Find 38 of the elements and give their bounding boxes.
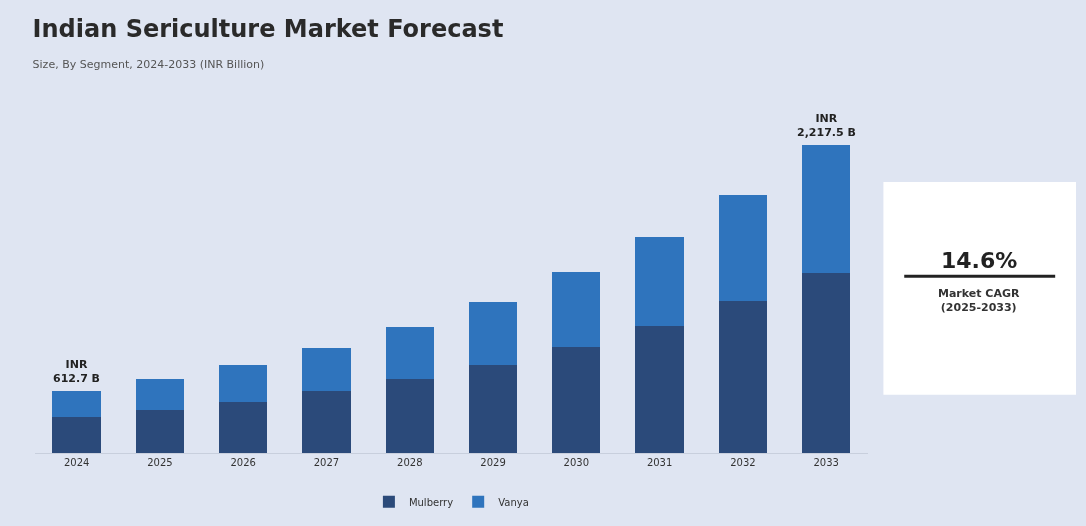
x-tick-label: 2030 bbox=[563, 457, 590, 468]
x-tick-label: 2024 bbox=[63, 457, 90, 468]
x-tick-label: 2027 bbox=[313, 457, 340, 468]
legend-label: Mulberry bbox=[408, 496, 454, 508]
text: 14.6% bbox=[941, 248, 1018, 273]
bar bbox=[219, 401, 268, 453]
bar bbox=[468, 302, 518, 365]
bar bbox=[385, 327, 434, 380]
x-tick-label: 2031 bbox=[646, 457, 673, 468]
x-tick-label: 2029 bbox=[480, 457, 506, 468]
legend-label: Vanya bbox=[498, 496, 529, 508]
bar bbox=[468, 364, 518, 453]
x-tick-label: 2033 bbox=[813, 457, 839, 468]
total-label: INR 612.7 B bbox=[53, 358, 101, 386]
bar bbox=[385, 379, 434, 453]
chart-title: Indian Sericulture Market Forecast bbox=[32, 14, 504, 43]
x-tick-label: 2025 bbox=[147, 457, 173, 468]
bar bbox=[802, 145, 851, 273]
bar bbox=[219, 364, 268, 402]
bar bbox=[135, 409, 185, 453]
bar bbox=[135, 379, 185, 410]
bar bbox=[718, 194, 768, 302]
bar bbox=[802, 272, 851, 453]
bar bbox=[302, 348, 351, 392]
bar bbox=[52, 417, 101, 453]
bar bbox=[52, 391, 101, 418]
bar bbox=[302, 391, 351, 453]
x-tick-label: 2028 bbox=[397, 457, 423, 468]
bar bbox=[718, 301, 768, 453]
bar bbox=[552, 271, 601, 348]
x-tick-label: 2032 bbox=[730, 457, 756, 468]
chart-subtitle: Size, By Segment, 2024-2033 (INR Billion) bbox=[32, 58, 265, 72]
total-label: INR 2,217.5 B bbox=[797, 112, 856, 140]
bar bbox=[635, 326, 684, 453]
text: Market CAGR (2025-2033) bbox=[938, 287, 1020, 315]
x-tick-label: 2026 bbox=[230, 457, 256, 468]
bar bbox=[635, 236, 684, 327]
bar bbox=[552, 347, 601, 453]
